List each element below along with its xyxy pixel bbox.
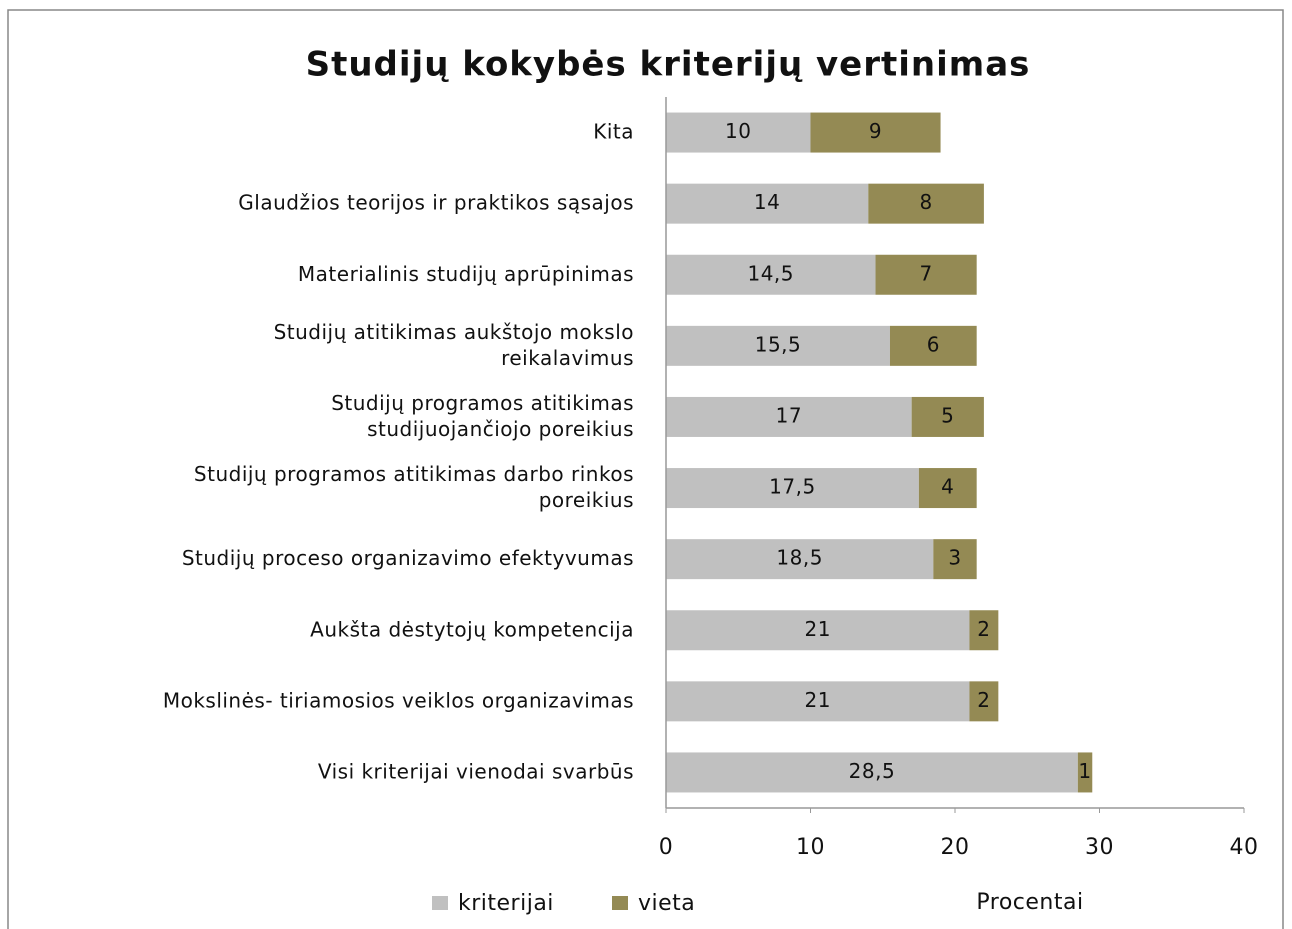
legend-label: vieta [638, 891, 695, 916]
y-tick-label: Kita [593, 119, 634, 143]
x-tick-label: 20 [941, 835, 970, 860]
legend-swatch [612, 896, 628, 910]
data-label: 21 [804, 688, 830, 712]
data-label: 3 [948, 546, 961, 570]
x-tick-label: 0 [659, 835, 674, 860]
bar-segment [666, 396, 912, 437]
bar-segment [666, 254, 876, 295]
data-label: 14 [754, 190, 780, 214]
y-tick-label: Studijų programos atitikimas studijuojanč… [331, 390, 634, 440]
y-tick-label: Studijų programos atitikimas darbo rinko… [194, 462, 634, 512]
legend-label: kriterijai [458, 891, 554, 916]
bar-segment [666, 681, 970, 722]
chart-border [7, 9, 1284, 929]
data-label: 28,5 [849, 759, 896, 783]
bar-segment [666, 752, 1078, 793]
bar-segment [666, 468, 919, 509]
x-axis-label: Procentai [976, 890, 1083, 915]
data-label: 9 [869, 119, 882, 143]
bar-segment [666, 325, 890, 366]
bar-segment [918, 468, 977, 509]
bar-segment [868, 183, 984, 224]
data-label: 1 [1078, 759, 1091, 783]
data-label: 18,5 [776, 546, 823, 570]
bar-segment [666, 183, 869, 224]
y-tick-label: Aukšta dėstytojų kompetencija [310, 617, 634, 641]
bar-segment [810, 112, 941, 153]
bar-segment [666, 610, 970, 651]
data-label: 17,5 [769, 475, 816, 499]
bar-segment [969, 681, 999, 722]
bar-segment [1077, 752, 1093, 793]
y-tick-label: Glaudžios teorijos ir praktikos sąsajos [238, 190, 634, 214]
y-tick-label: Materialinis studijų aprūpinimas [298, 261, 634, 285]
data-label: 8 [919, 190, 932, 214]
data-label: 5 [941, 403, 954, 427]
x-tick-label: 10 [796, 835, 825, 860]
y-tick-label: Mokslinės- tiriamosios veiklos organizav… [163, 688, 634, 712]
bar-segment [666, 539, 934, 580]
y-tick-label: Visi kriterijai vienodai svarbūs [318, 759, 634, 783]
y-tick-label: Studijų proceso organizavimo efektyvumas [182, 546, 634, 570]
data-label: 2 [977, 688, 990, 712]
data-label: 17 [776, 403, 802, 427]
legend-swatch [432, 896, 448, 910]
bar-segment [933, 539, 977, 580]
bar-segment [911, 396, 984, 437]
data-label: 21 [804, 617, 830, 641]
bar-segment [875, 254, 977, 295]
data-label: 15,5 [755, 332, 802, 356]
chart-title: Studijų kokybės kriterijų vertinimas [306, 45, 1031, 85]
bar-segment [889, 325, 977, 366]
x-tick-label: 30 [1085, 835, 1114, 860]
x-tick-label: 40 [1230, 835, 1259, 860]
data-label: 10 [725, 119, 751, 143]
y-tick-label: Studijų atitikimas aukštojo mokslo reikal… [274, 319, 634, 369]
data-label: 7 [919, 261, 932, 285]
bar-segment [969, 610, 999, 651]
data-label: 2 [977, 617, 990, 641]
data-label: 4 [941, 475, 954, 499]
data-label: 14,5 [747, 261, 794, 285]
bar-segment [666, 112, 811, 153]
data-label: 6 [927, 332, 940, 356]
